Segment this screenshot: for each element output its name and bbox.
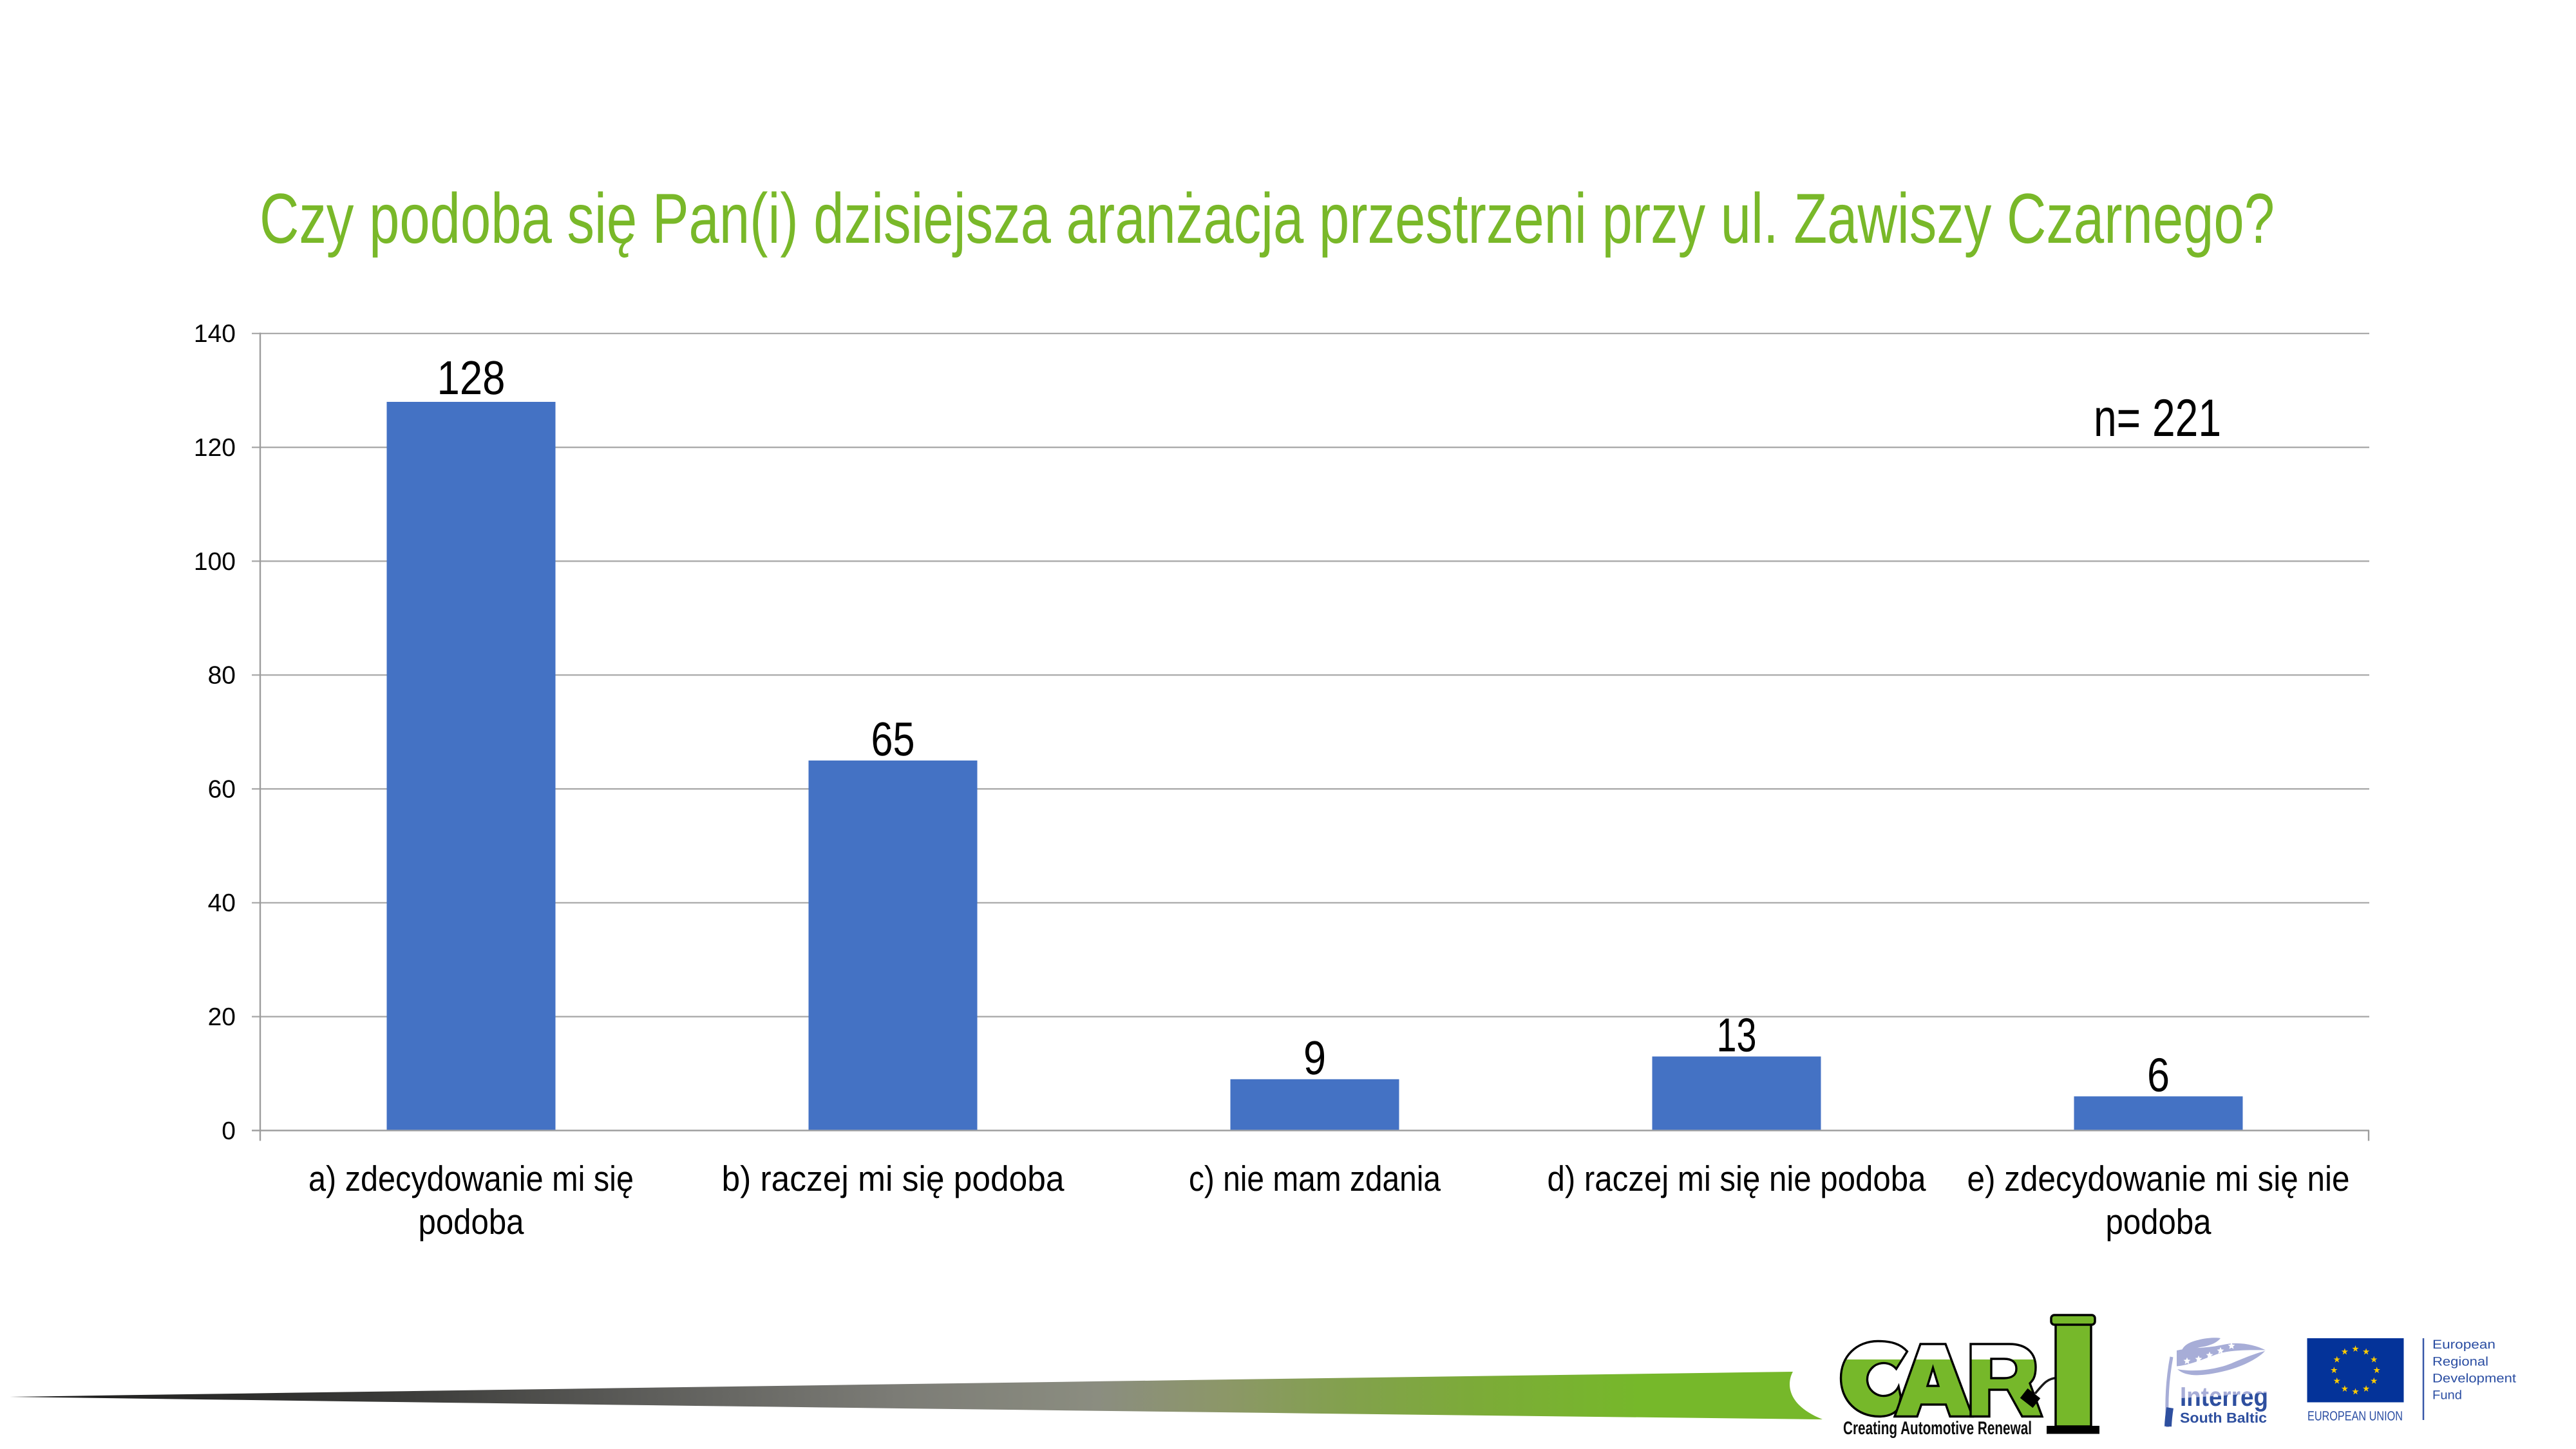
svg-text:0: 0 [222, 1117, 236, 1145]
svg-text:podoba: podoba [419, 1202, 524, 1242]
svg-text:6: 6 [2147, 1048, 2170, 1101]
svg-text:128: 128 [437, 351, 506, 404]
svg-text:9: 9 [1303, 1031, 1326, 1084]
svg-text:a) zdecydowanie mi się: a) zdecydowanie mi się [308, 1159, 634, 1198]
svg-text:65: 65 [871, 712, 915, 766]
svg-text:c) nie mam zdania: c) nie mam zdania [1189, 1159, 1441, 1198]
svg-text:b) raczej mi się podoba: b) raczej mi się podoba [722, 1159, 1065, 1198]
svg-text:n= 221: n= 221 [2094, 389, 2221, 448]
svg-text:e) zdecydowanie mi się nie: e) zdecydowanie mi się nie [1967, 1159, 2350, 1198]
svg-text:40: 40 [208, 889, 236, 917]
svg-text:Fund: Fund [2432, 1388, 2462, 1403]
svg-text:13: 13 [1717, 1009, 1757, 1062]
svg-text:Czy podoba się Pan(i) dzisiejs: Czy podoba się Pan(i) dzisiejsza aranżac… [260, 179, 2275, 258]
svg-text:Creating Automotive Renewal: Creating Automotive Renewal [1843, 1418, 2032, 1439]
svg-text:80: 80 [208, 662, 236, 690]
svg-text:Development: Development [2432, 1372, 2517, 1386]
svg-text:South Baltic: South Baltic [2180, 1410, 2267, 1426]
svg-text:20: 20 [208, 1003, 236, 1031]
svg-text:Regional: Regional [2432, 1355, 2488, 1369]
svg-text:European: European [2432, 1338, 2496, 1352]
svg-text:140: 140 [194, 320, 236, 348]
svg-text:podoba: podoba [2106, 1202, 2211, 1242]
svg-text:EUROPEAN UNION: EUROPEAN UNION [2307, 1409, 2403, 1424]
svg-text:d) raczej mi się nie podoba: d) raczej mi się nie podoba [1548, 1159, 1926, 1198]
svg-text:60: 60 [208, 775, 236, 803]
svg-text:100: 100 [194, 548, 236, 576]
svg-text:120: 120 [194, 434, 236, 462]
